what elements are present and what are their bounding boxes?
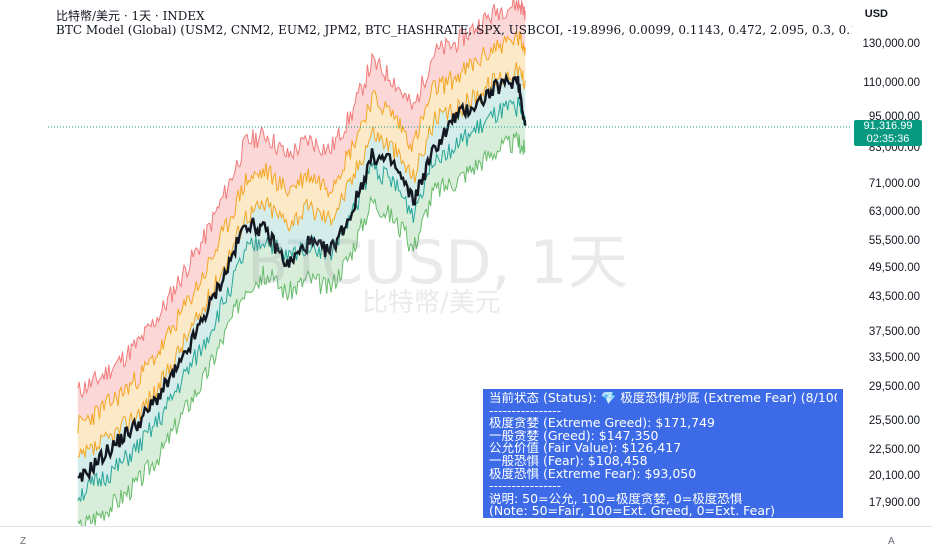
currency-label[interactable]: USD <box>864 8 888 20</box>
last-price-tag: 91,316.99 02:35:36 <box>854 120 922 146</box>
price-tick-label: 55,500.00 <box>868 235 920 248</box>
price-tick-label: 95,000.00 <box>868 110 920 123</box>
price-tick-label: 20,100.00 <box>868 470 920 483</box>
countdown-timer: 02:35:36 <box>866 133 910 145</box>
price-tick-label: 25,500.00 <box>868 415 920 428</box>
series-line-extreme-fear <box>77 131 526 536</box>
last-price-value: 91,316.99 <box>863 120 913 132</box>
band-fill-2 <box>77 31 526 458</box>
fear-level: 一般恐惧 (Fear): $108,458 <box>489 454 648 468</box>
price-tick-label: 33,500.00 <box>868 351 920 364</box>
price-tick-label: 37,500.00 <box>868 325 920 338</box>
valuation-bands <box>77 0 526 534</box>
series-line-extreme-greed <box>77 0 526 399</box>
auto-scale-button[interactable]: A <box>888 536 895 547</box>
note-chinese: 说明: 50=公允, 100=极度贪婪, 0=极度恐惧 <box>489 492 743 506</box>
indicator-legend[interactable]: BTC Model (Global) (USM2, CNM2, EUM2, JP… <box>56 23 852 37</box>
price-tick-label: 17,900.00 <box>868 497 920 509</box>
price-tick-label: 130,000.00 <box>862 38 920 50</box>
note-english: (Note: 50=Fair, 100=Ext. Greed, 0=Ext. F… <box>489 505 776 518</box>
greed-level: 一般贪婪 (Greed): $147,350 <box>489 429 659 443</box>
series-line-btcusd <box>77 71 527 482</box>
price-tick-label: 43,500.00 <box>868 291 920 304</box>
band-fill-1 <box>77 0 526 434</box>
status-line: 当前状态 (Status): 💎 极度恐惧/抄底 (Extreme Fear) … <box>489 392 837 405</box>
price-tick-label: 63,000.00 <box>868 205 920 218</box>
extreme-greed-level: 极度贪婪 (Extreme Greed): $171,749 <box>489 417 716 430</box>
status-table: 当前状态 (Status): 💎 极度恐惧/抄底 (Extreme Fear) … <box>483 389 843 518</box>
separator: ---------------- <box>489 404 562 418</box>
timezone-button[interactable]: Z <box>20 536 27 547</box>
chart-title[interactable]: 比特幣/美元 · 1天 · INDEX <box>56 9 205 23</box>
extreme-fear-level: 极度恐惧 (Extreme Fear): $93,050 <box>489 467 697 481</box>
time-scale-bar <box>0 526 932 551</box>
band-fill-4 <box>77 97 526 534</box>
series-line-greed <box>77 31 526 434</box>
price-tick-label: 71,000.00 <box>868 178 920 191</box>
series-line-fear <box>77 96 526 502</box>
series-line-fair-value <box>77 61 526 458</box>
series-lines <box>77 0 527 536</box>
price-tick-label: 49,500.00 <box>868 261 920 274</box>
fair-value-level: 公允价值 (Fair Value): $126,417 <box>489 442 682 455</box>
separator: ---------------- <box>489 480 562 493</box>
price-tick-label: 110,000.00 <box>863 76 920 89</box>
price-tick-label: 22,500.00 <box>868 444 920 457</box>
price-tick-label: 29,500.00 <box>868 381 920 394</box>
